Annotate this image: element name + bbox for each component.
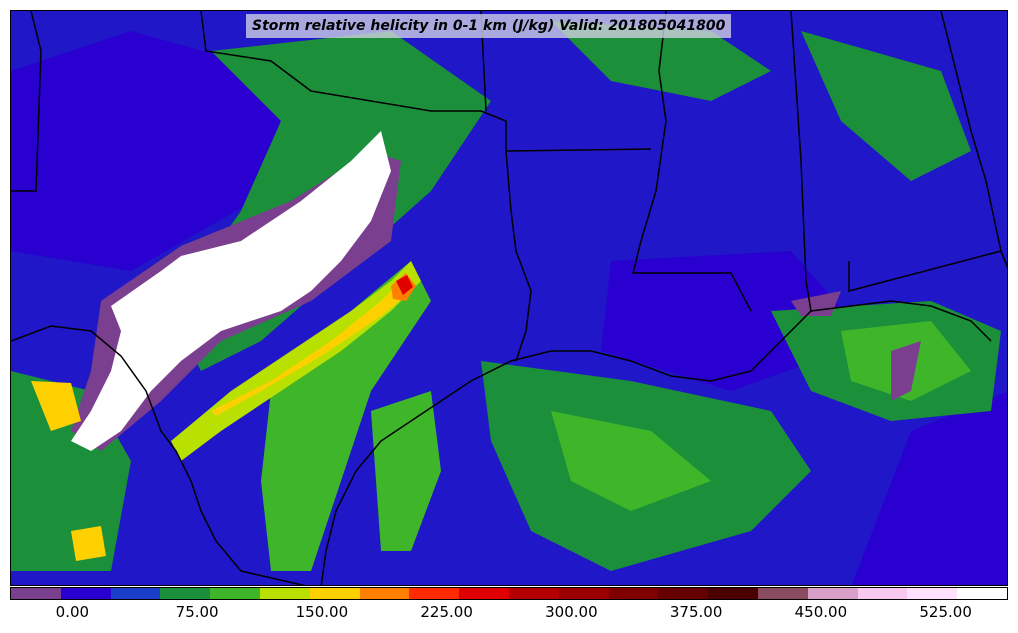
- map-plot-area: [10, 10, 1008, 586]
- colorbar-segment: [757, 588, 808, 599]
- field-region-low: [851, 391, 1007, 585]
- colorbar-segment: [508, 588, 559, 599]
- field-region-high: [211, 276, 411, 416]
- colorbar-tick-label: 525.00: [919, 603, 972, 621]
- field-region-green: [551, 411, 711, 511]
- colorbar-segment: [409, 588, 460, 599]
- colorbar-segment: [658, 588, 709, 599]
- colorbar-tick-label: 0.00: [55, 603, 90, 621]
- field-region-negative: [791, 291, 841, 316]
- colorbar-segment: [60, 588, 111, 599]
- colorbar-segment: [708, 588, 758, 599]
- colorbar-tick-labels: 0.00 75.00 150.00 225.00 300.00 375.00 450.00 5…: [10, 600, 1008, 630]
- field-region-green: [801, 31, 971, 181]
- colorbar-tick-label: 450.00: [794, 603, 848, 621]
- colorbar-segment: [857, 588, 908, 599]
- field-region-green: [371, 391, 441, 551]
- colorbar-tick-label: 75.00: [175, 603, 219, 621]
- colorbar-tick-label: 225.00: [420, 603, 473, 621]
- field-region-high: [396, 275, 413, 295]
- colorbar-segment: [259, 588, 310, 599]
- field-region-green: [261, 261, 431, 571]
- field-region-high: [71, 526, 106, 561]
- colorbar-tick-label: 375.00: [669, 603, 723, 621]
- colorbar-segment: [807, 588, 858, 599]
- state-boundary: [940, 11, 1007, 269]
- state-boundary: [632, 11, 752, 312]
- colorbar-segment: [160, 588, 211, 599]
- state-boundary: [848, 250, 1002, 292]
- colorbar-segment: [309, 588, 360, 599]
- colorbar-segment: [907, 588, 958, 599]
- field-region-negative: [891, 341, 921, 401]
- field-region-high: [171, 261, 421, 461]
- colorbar-segment: [459, 588, 509, 599]
- colorbar-segment: [558, 588, 609, 599]
- state-boundary: [11, 11, 42, 192]
- colorbar-segment: [210, 588, 260, 599]
- map-title: Storm relative helicity in 0-1 km (J/kg)…: [246, 14, 732, 38]
- state-boundary: [11, 325, 306, 585]
- state-boundary: [505, 148, 652, 152]
- colorbar-segment: [608, 588, 659, 599]
- field-region-green: [551, 21, 771, 101]
- colorbar-tick-label: 150.00: [295, 603, 349, 621]
- coastline: [320, 300, 992, 585]
- colorbar-segment: [957, 588, 1007, 599]
- colorbar-segment: [11, 588, 61, 599]
- colorbar: [10, 587, 1008, 600]
- field-region-high: [31, 381, 81, 431]
- state-boundary: [790, 11, 812, 312]
- helicity-map: [11, 11, 1007, 585]
- colorbar-tick-label: 300.00: [545, 603, 598, 621]
- field-region-low: [11, 31, 311, 271]
- state-boundary: [200, 11, 532, 362]
- colorbar-segment: [359, 588, 410, 599]
- colorbar-segment: [110, 588, 161, 599]
- field-region-extreme: [71, 131, 391, 451]
